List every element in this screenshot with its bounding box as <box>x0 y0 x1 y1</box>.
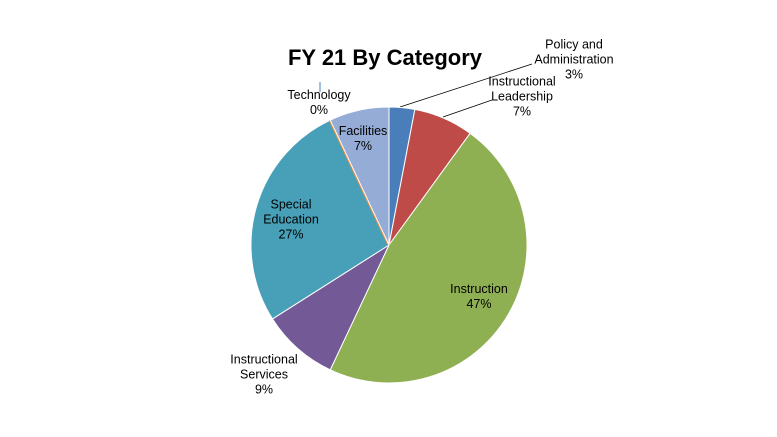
category-label: Facilities <box>338 124 388 138</box>
data-label: Instruction 47% <box>429 282 529 312</box>
category-label: Technology <box>287 88 351 102</box>
pie-slice <box>329 106 390 246</box>
pie-slice <box>250 119 390 320</box>
data-label: Technology 0% <box>274 88 364 118</box>
pie-slice <box>329 132 528 384</box>
value-label: 7% <box>512 104 532 119</box>
category-label: Instruction <box>450 282 508 296</box>
chart-title: FY 21 By Category <box>287 45 483 70</box>
data-label: Instructional Services 9% <box>219 353 309 398</box>
value-label: 9% <box>254 382 274 397</box>
data-label: Instructional Leadership 7% <box>477 75 567 120</box>
category-label: Instructional Services <box>230 352 298 382</box>
leader-line <box>442 99 493 118</box>
leader-line <box>399 63 533 108</box>
category-label: Instructional Leadership <box>488 74 556 104</box>
category-label: Policy and Administration <box>534 37 614 67</box>
value-label: 0% <box>309 103 329 117</box>
value-label: 27% <box>278 227 304 242</box>
value-label: 47% <box>466 297 492 311</box>
value-label: 7% <box>353 139 373 153</box>
data-label: Special Education 27% <box>251 198 331 243</box>
value-label: 3% <box>564 67 584 82</box>
data-label: Policy and Administration 3% <box>519 38 629 83</box>
category-label: Special Education <box>263 197 319 227</box>
data-label: Facilities 7% <box>328 124 398 154</box>
